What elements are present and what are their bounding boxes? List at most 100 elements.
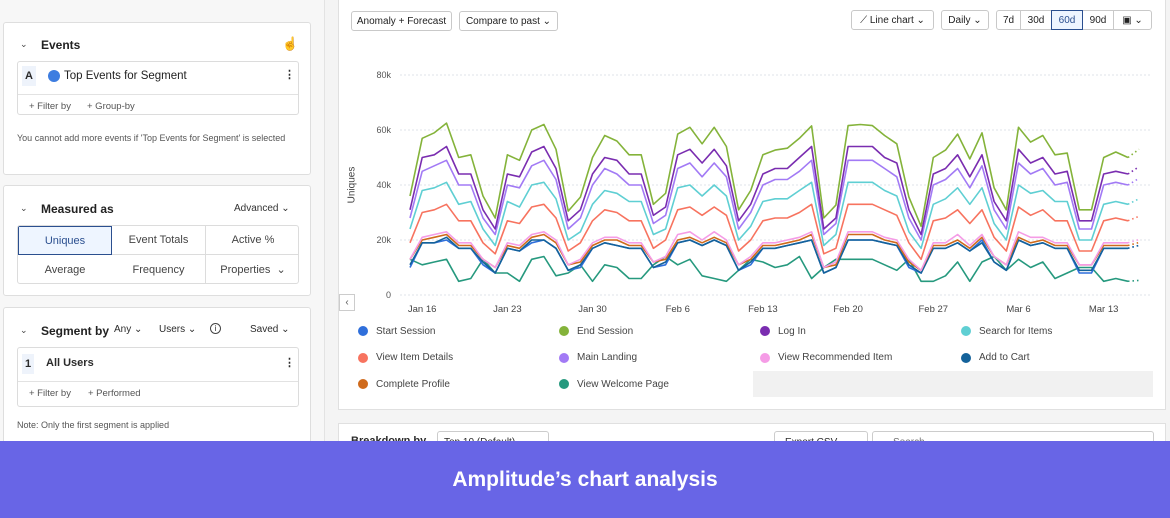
legend-label: View Item Details xyxy=(376,352,454,363)
series-line-end-session xyxy=(409,122,1129,228)
x-tick-label: Jan 16 xyxy=(408,304,437,315)
x-tick-label: Feb 20 xyxy=(833,304,863,315)
legend-item[interactable]: Add to Cart xyxy=(955,345,1155,371)
option-event-totals[interactable]: Event Totals xyxy=(112,226,206,255)
legend-label: Start Session xyxy=(376,325,436,337)
legend-label: Log In xyxy=(778,325,806,337)
more-options-icon[interactable]: ⋮ xyxy=(284,357,295,369)
series-line-main-landing xyxy=(409,159,1129,241)
more-options-icon[interactable]: ⋮ xyxy=(284,69,295,81)
users-label: Users xyxy=(159,324,186,335)
collapse-chevron-icon[interactable]: ⌄ xyxy=(20,39,28,49)
legend-dot-icon xyxy=(559,326,569,336)
event-name[interactable]: Top Events for Segment xyxy=(64,70,187,82)
segment-note: Note: Only the first segment is applied xyxy=(17,420,170,430)
legend-label: Add to Cart xyxy=(979,352,1030,363)
legend-empty-cell xyxy=(753,371,1153,397)
left-panel: ⌄ Events ☝ A Top Events for Segment ⋮ + … xyxy=(0,0,325,447)
measure-options: Uniques Event Totals Active % Average Fr… xyxy=(17,225,299,284)
any-label: Any xyxy=(114,324,132,335)
collapse-chevron-icon[interactable]: ⌄ xyxy=(20,203,28,213)
saved-label: Saved xyxy=(250,324,279,335)
filter-by-button[interactable]: + Filter by xyxy=(29,388,71,399)
segment-card: ⌄ Segment by Any ⌄ Users ⌄ i Saved ⌄ 1 A… xyxy=(3,307,311,447)
event-item: A Top Events for Segment ⋮ + Filter by +… xyxy=(17,61,299,115)
measured-as-card: ⌄ Measured as Advanced ⌄ Uniques Event T… xyxy=(3,185,311,296)
events-card: ⌄ Events ☝ A Top Events for Segment ⋮ + … xyxy=(3,22,311,175)
option-active-percent[interactable]: Active % xyxy=(206,226,298,255)
advanced-dropdown[interactable]: Advanced ⌄ xyxy=(234,203,290,214)
series-line-view-item-details xyxy=(409,203,1129,261)
option-uniques[interactable]: Uniques xyxy=(18,226,112,255)
interval-label: Daily xyxy=(948,14,971,26)
legend-label: Main Landing xyxy=(577,352,638,363)
legend-item[interactable]: View Recommended Item xyxy=(754,345,954,371)
legend-item[interactable]: Complete Profile xyxy=(352,371,552,397)
event-letter: A xyxy=(22,66,36,86)
series-line-log-in xyxy=(409,145,1129,236)
legend-label: View Welcome Page xyxy=(577,378,669,390)
legend-label: Complete Profile xyxy=(376,378,450,390)
x-tick-label: Mar 13 xyxy=(1089,304,1119,315)
x-tick-label: Mar 6 xyxy=(1006,304,1030,315)
range-30d[interactable]: 30d xyxy=(1020,10,1052,30)
legend-item[interactable]: View Welcome Page xyxy=(553,371,753,397)
series-line-view-recommended-item xyxy=(409,231,1128,272)
events-note: You cannot add more events if 'Top Event… xyxy=(17,133,286,143)
y-tick-label: 40k xyxy=(376,180,391,190)
option-frequency[interactable]: Frequency xyxy=(112,255,206,283)
legend-item[interactable]: Search for Items xyxy=(955,318,1155,344)
option-average[interactable]: Average xyxy=(44,263,86,276)
y-tick-label: 20k xyxy=(376,235,391,245)
forecast-line xyxy=(1127,198,1140,205)
forecast-line xyxy=(1127,241,1140,247)
measured-as-title: Measured as xyxy=(41,202,114,216)
calendar-icon: ▣ xyxy=(1122,14,1132,26)
forecast-line xyxy=(1127,148,1140,159)
segment-by-title: Segment by xyxy=(41,324,110,338)
group-by-button[interactable]: + Group-by xyxy=(87,101,135,112)
any-dropdown[interactable]: Any ⌄ xyxy=(114,324,143,335)
legend-item[interactable]: End Session xyxy=(553,318,753,344)
segment-name[interactable]: All Users xyxy=(46,357,94,369)
calendar-dropdown[interactable]: ▣ ⌄ xyxy=(1113,10,1152,30)
anomaly-forecast-button[interactable]: Anomaly + Forecast xyxy=(351,11,452,31)
forecast-line xyxy=(1127,177,1140,186)
chart-type-dropdown[interactable]: ⟋ Line chart ⌄ xyxy=(851,10,934,30)
filter-by-button[interactable]: + Filter by xyxy=(29,101,71,112)
collapse-panel-button[interactable]: ‹ xyxy=(339,294,355,311)
legend-item[interactable]: Start Session xyxy=(352,318,552,344)
option-properties[interactable]: Properties ⌄ xyxy=(220,263,286,277)
legend-dot-icon xyxy=(358,379,368,389)
properties-label: Properties xyxy=(220,263,271,276)
compare-to-past-dropdown[interactable]: Compare to past ⌄ xyxy=(459,11,558,31)
pointer-icon[interactable]: ☝ xyxy=(282,36,299,51)
performed-button[interactable]: + Performed xyxy=(88,388,141,399)
legend-label: Search for Items xyxy=(979,325,1053,337)
legend-item[interactable]: Main Landing xyxy=(553,345,753,371)
chart-type-label: Line chart xyxy=(869,14,914,26)
caption-banner: Amplitude’s chart analysis xyxy=(0,441,1170,518)
advanced-label: Advanced xyxy=(234,203,279,214)
y-tick-label: 0 xyxy=(386,290,391,300)
series-line-search-for-items xyxy=(409,181,1129,250)
chart-card xyxy=(338,0,1166,410)
legend-label: End Session xyxy=(577,325,634,337)
line-chart: 0 20k 40k 60k 80k Jan 16 Jan 23 Jan 30 Feb 6 Feb … xyxy=(376,70,1150,315)
forecast-line xyxy=(1127,215,1140,222)
legend-dot-icon xyxy=(760,326,770,336)
info-icon[interactable]: i xyxy=(210,323,221,334)
users-dropdown[interactable]: Users ⌄ xyxy=(159,324,197,335)
interval-dropdown[interactable]: Daily ⌄ xyxy=(941,10,989,30)
x-tick-label: Jan 23 xyxy=(493,304,522,315)
legend-dot-icon xyxy=(961,326,971,336)
legend-dot-icon xyxy=(358,352,368,363)
series-line-view-welcome-page xyxy=(409,255,1129,283)
saved-dropdown[interactable]: Saved ⌄ xyxy=(250,324,290,335)
legend-item[interactable]: View Item Details xyxy=(352,345,552,371)
collapse-chevron-icon[interactable]: ⌄ xyxy=(20,325,28,335)
legend-item[interactable]: Log In xyxy=(754,318,954,344)
range-60d[interactable]: 60d xyxy=(1051,10,1083,30)
forecast-line xyxy=(1127,238,1140,244)
x-tick-label: Feb 6 xyxy=(666,304,690,315)
